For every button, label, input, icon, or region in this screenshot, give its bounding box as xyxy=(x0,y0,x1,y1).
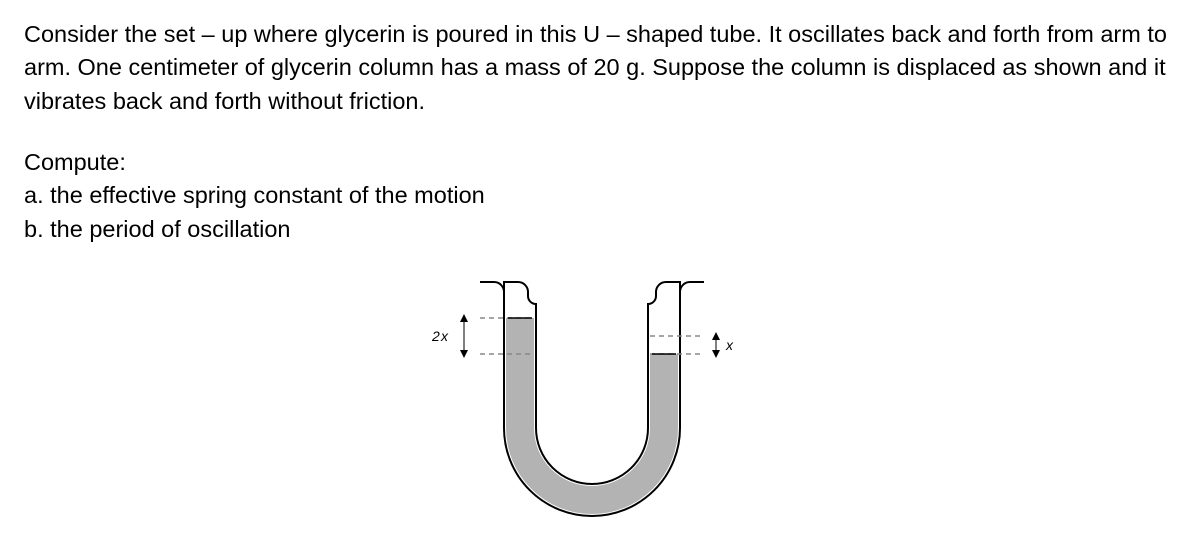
label-2x: 2 xyxy=(432,328,440,344)
problem-statement: Consider the set – up where glycerin is … xyxy=(24,18,1176,118)
svg-text:x: x xyxy=(440,328,449,344)
right-x-arrow: x xyxy=(712,332,734,358)
compute-section: Compute: a. the effective spring constan… xyxy=(24,146,1176,246)
u-tube-diagram: 2 x x xyxy=(432,268,752,528)
left-2x-arrow: 2 x xyxy=(432,314,468,358)
compute-label: Compute: xyxy=(24,146,1176,179)
label-x: x xyxy=(725,337,734,353)
compute-item-a: a. the effective spring constant of the … xyxy=(24,179,1176,212)
compute-item-b: b. the period of oscillation xyxy=(24,213,1176,246)
